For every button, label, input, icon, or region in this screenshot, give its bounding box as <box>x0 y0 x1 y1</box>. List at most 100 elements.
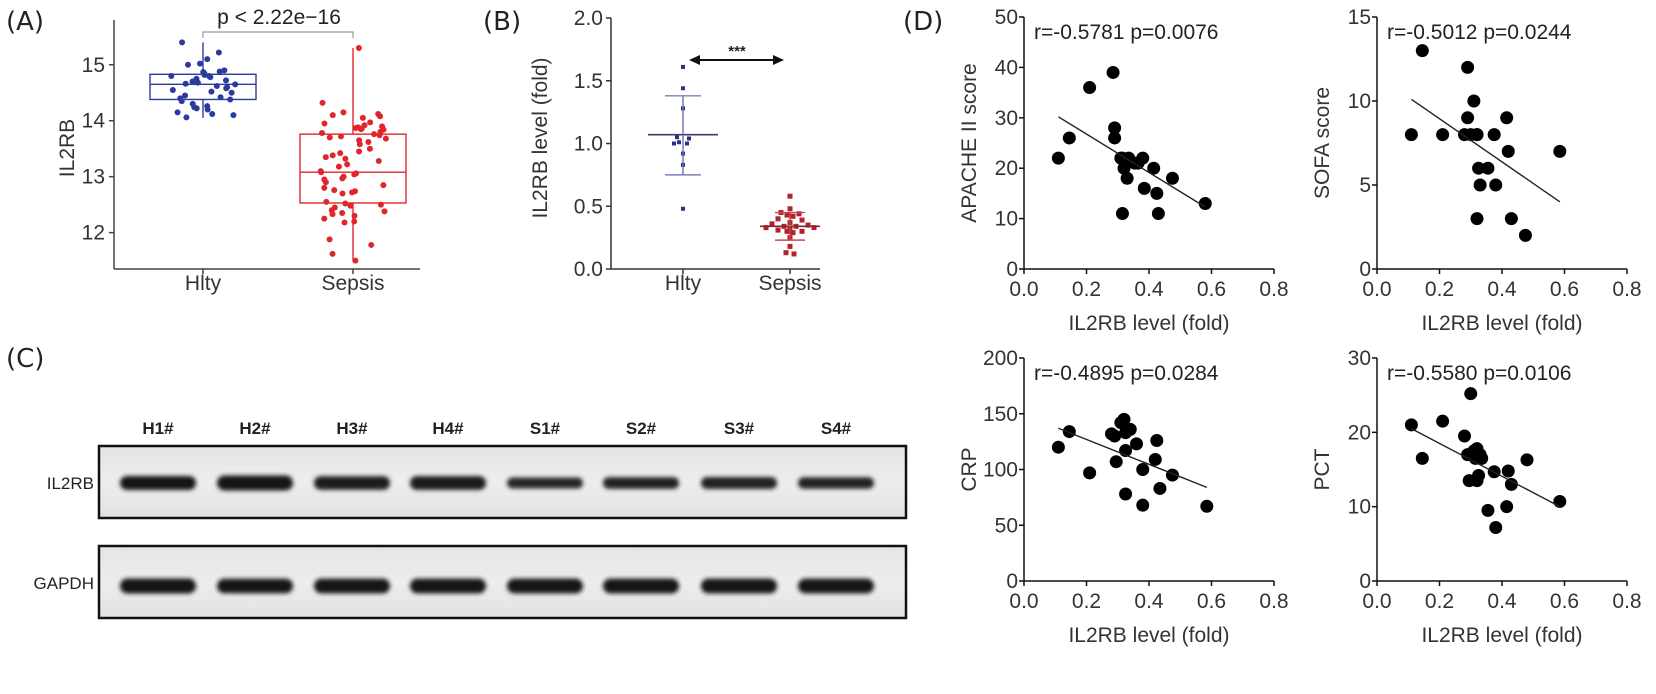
x-tick-label: 0.2 <box>1072 590 1101 613</box>
data-point <box>1436 414 1450 428</box>
data-point <box>380 182 387 189</box>
y-tick-label: 0 <box>1006 258 1018 281</box>
data-point <box>351 218 358 225</box>
data-point <box>811 225 817 231</box>
y-tick-label: 20 <box>1348 421 1371 444</box>
y-tick-label: 0 <box>1359 258 1371 281</box>
x-tick-label: 0.8 <box>1612 590 1641 613</box>
data-point <box>1520 453 1534 467</box>
x-tick-label: 0.8 <box>1612 278 1641 301</box>
data-point <box>326 134 333 141</box>
x-axis-label: IL2RB level (fold) <box>1068 312 1229 335</box>
data-point <box>1500 500 1514 514</box>
data-point <box>783 250 789 256</box>
x-tick-label: 0.6 <box>1550 278 1579 301</box>
data-point <box>376 132 383 139</box>
data-point <box>230 112 237 119</box>
y-tick-label: 0.5 <box>574 195 603 218</box>
x-tick-label: 0.0 <box>1009 278 1038 301</box>
data-point <box>1151 207 1165 221</box>
data-point <box>340 109 347 116</box>
data-point <box>1470 128 1484 142</box>
data-point <box>183 114 190 121</box>
data-point <box>232 81 239 88</box>
lane-label: H2# <box>239 419 271 438</box>
data-point <box>204 56 211 63</box>
x-tick-label: 0.4 <box>1134 278 1164 301</box>
data-point <box>1109 455 1123 469</box>
data-point <box>1470 474 1484 488</box>
data-point <box>179 39 186 46</box>
data-point <box>337 133 344 140</box>
arrow-head-right <box>773 55 784 65</box>
lane-label: S1# <box>530 419 561 438</box>
data-point <box>1136 498 1150 512</box>
data-point <box>351 171 358 178</box>
data-point <box>329 152 336 159</box>
data-point <box>681 64 685 69</box>
data-point <box>1461 60 1475 74</box>
data-point <box>326 236 333 243</box>
x-tick-label: 0.4 <box>1487 590 1517 613</box>
y-tick-label: 10 <box>1348 90 1371 113</box>
data-point <box>339 175 346 182</box>
data-point <box>1147 161 1161 175</box>
data-point <box>784 228 790 234</box>
box-hlty <box>149 73 257 101</box>
data-point <box>1150 434 1164 448</box>
data-point <box>228 89 235 96</box>
x-tick-label: 0.4 <box>1487 278 1517 301</box>
band <box>314 476 390 490</box>
y-tick-label: 15 <box>1348 6 1371 29</box>
data-point <box>193 105 200 112</box>
data-point <box>1108 121 1122 135</box>
band <box>120 475 196 491</box>
data-point <box>321 120 328 127</box>
x-tick-label: 0.4 <box>1134 590 1164 613</box>
data-point <box>1415 44 1429 58</box>
data-point <box>356 148 363 155</box>
y-axis-label: IL2RB <box>56 119 79 177</box>
y-axis-label: CRP <box>958 447 981 491</box>
y-tick-label: 1.0 <box>574 133 603 156</box>
data-point <box>221 67 228 74</box>
data-point <box>365 138 372 145</box>
data-point <box>1200 499 1214 513</box>
panel-label-c: (C) <box>6 344 44 374</box>
band <box>701 578 777 594</box>
data-point <box>675 135 679 140</box>
data-point <box>769 221 775 227</box>
data-point <box>342 155 349 162</box>
x-tick-label: 0.0 <box>1362 278 1391 301</box>
data-point <box>1501 464 1515 478</box>
data-point <box>784 212 790 218</box>
data-point <box>169 86 176 93</box>
data-point <box>1153 481 1167 495</box>
data-point <box>681 206 685 211</box>
y-tick-label: 10 <box>995 208 1018 231</box>
data-point <box>1404 418 1418 432</box>
panel-a-boxplot: (A) IL2RB 12 13 14 15 p < 2.22e−16 Hlty Sep… <box>6 6 420 295</box>
data-point <box>318 169 325 176</box>
data-point <box>347 202 354 209</box>
data-point <box>329 112 336 119</box>
lane-label: H1# <box>142 419 174 438</box>
data-point <box>215 49 222 56</box>
x-tick-label: 0.8 <box>1259 278 1288 301</box>
data-point <box>349 189 356 196</box>
data-point <box>1083 81 1097 95</box>
band <box>410 476 486 490</box>
data-point <box>1115 207 1129 221</box>
data-point <box>322 154 329 161</box>
band <box>217 578 293 594</box>
data-point <box>213 83 220 90</box>
significance-bracket <box>202 31 354 38</box>
lane-label: H4# <box>432 419 464 438</box>
data-point <box>790 213 796 219</box>
data-point <box>796 211 802 217</box>
data-point <box>1117 161 1131 175</box>
data-point <box>357 126 364 133</box>
data-point <box>356 141 363 148</box>
panel-label-a: (A) <box>6 7 44 37</box>
y-tick-label: 50 <box>995 6 1018 29</box>
